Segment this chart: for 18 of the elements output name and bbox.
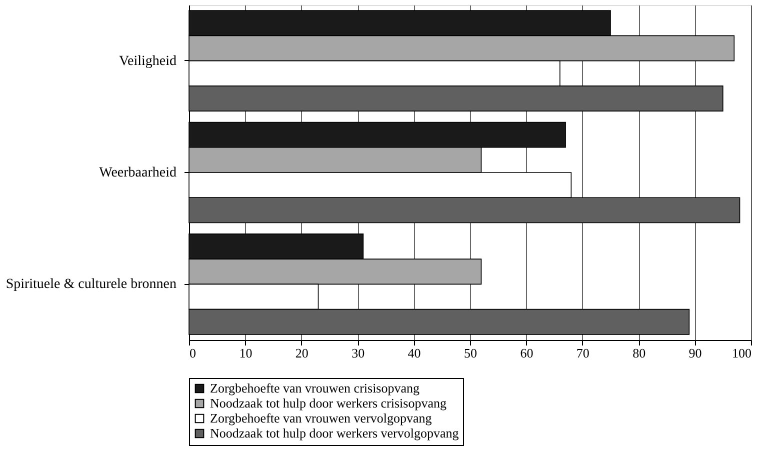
x-tick-label: 40: [408, 346, 421, 360]
legend-label: Noodzaak tot hulp door werkers crisisopvang: [210, 396, 447, 410]
y-tick-label: Spirituele & culturele bronnen: [6, 277, 176, 292]
x-tick-label: 90: [688, 346, 702, 360]
x-tick-label: 10: [239, 346, 252, 360]
legend-label: Noodzaak tot hulp door werkers vervolgopvang: [210, 426, 460, 440]
x-tick-label: 70: [576, 346, 590, 360]
x-tick-label: 50: [464, 346, 477, 360]
y-tick-label: Weerbaarheid: [99, 166, 176, 180]
y-tick-label: Veiligheid: [118, 54, 176, 69]
legend-label: Zorgbehoefte van vrouwen crisisopvang: [210, 380, 420, 396]
x-tick-label: 80: [632, 346, 646, 360]
x-tick-label: 30: [352, 346, 365, 360]
legend-label: Zorgbehoefte van vrouwen vervolgopvang: [210, 410, 432, 426]
x-tick-label: 100: [732, 346, 752, 360]
x-tick-label: 20: [295, 346, 308, 360]
x-tick-label: 60: [520, 346, 534, 360]
x-tick-label: 0: [190, 346, 196, 360]
